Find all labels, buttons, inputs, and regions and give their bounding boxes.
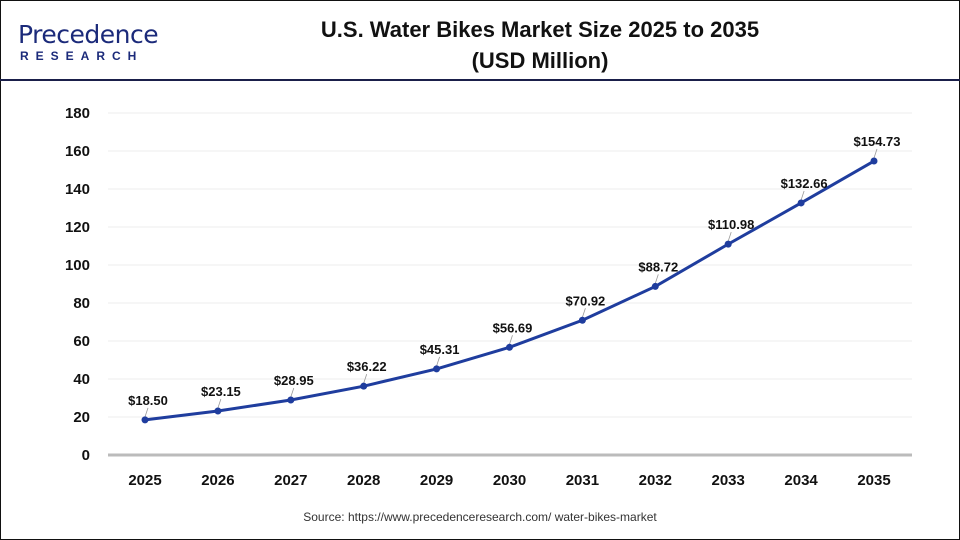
label-leader	[654, 274, 659, 284]
y-tick-label: 160	[65, 143, 90, 160]
data-label: $28.95	[274, 373, 314, 388]
label-leader	[727, 232, 732, 242]
label-leader	[582, 308, 586, 318]
data-label: $70.92	[566, 293, 606, 308]
data-label: $154.73	[854, 134, 901, 149]
label-leader	[436, 356, 440, 367]
label-leader	[290, 387, 295, 398]
x-tick-label: 2030	[493, 472, 526, 489]
x-tick-label: 2031	[566, 472, 599, 489]
data-point	[141, 416, 149, 424]
chart-title: U.S. Water Bikes Market Size 2025 to 203…	[280, 14, 800, 76]
data-point	[506, 343, 513, 351]
source-note: Source: https://www.precedenceresearch.c…	[303, 510, 657, 524]
data-point	[287, 396, 295, 404]
data-label: $45.31	[420, 342, 460, 357]
data-point	[724, 240, 732, 248]
x-tick-label: 2028	[347, 472, 380, 489]
data-point	[214, 407, 222, 415]
logo-sub: RESEARCH	[20, 49, 144, 63]
data-label: $110.98	[708, 217, 754, 232]
logo: Precedence RESEARCH	[18, 20, 159, 65]
label-leader	[509, 335, 513, 345]
header-divider	[0, 79, 960, 81]
data-point	[651, 282, 659, 290]
data-point	[797, 199, 805, 207]
title-line-1: U.S. Water Bikes Market Size 2025 to 203…	[320, 17, 760, 42]
y-tick-label: 40	[73, 371, 90, 388]
y-tick-label: 140	[65, 181, 90, 198]
data-label: $132.66	[781, 176, 828, 191]
y-tick-label: 120	[65, 219, 90, 236]
data-label: $18.50	[128, 393, 168, 408]
x-tick-label: 2026	[201, 472, 234, 489]
x-tick-label: 2029	[420, 472, 453, 489]
label-leader	[873, 148, 878, 159]
data-point	[360, 382, 368, 390]
data-label: $23.15	[201, 384, 241, 399]
y-tick-label: 100	[65, 257, 90, 274]
y-tick-label: 60	[73, 333, 90, 350]
y-tick-label: 180	[65, 105, 90, 122]
x-tick-label: 2033	[712, 472, 745, 489]
data-point	[578, 316, 586, 324]
x-tick-label: 2032	[639, 472, 672, 489]
x-tick-label: 2025	[128, 472, 161, 489]
x-tick-label: 2027	[274, 472, 307, 489]
title-line-2: (USD Million)	[471, 48, 609, 73]
logo-name: Precedence	[18, 20, 159, 49]
data-label: $36.22	[347, 359, 387, 374]
y-tick-label: 20	[73, 409, 90, 426]
y-tick-label: 0	[82, 447, 90, 464]
series-line	[144, 159, 875, 422]
y-tick-label: 80	[73, 295, 90, 312]
data-label: $56.69	[493, 320, 533, 335]
label-leader	[363, 374, 368, 384]
label-leader	[144, 407, 149, 417]
label-leader	[217, 398, 222, 409]
x-tick-label: 2035	[857, 472, 890, 489]
data-label: $88.72	[638, 259, 678, 274]
data-point	[433, 365, 441, 373]
data-point	[870, 157, 878, 165]
x-tick-label: 2034	[784, 472, 818, 489]
label-leader	[800, 190, 805, 201]
